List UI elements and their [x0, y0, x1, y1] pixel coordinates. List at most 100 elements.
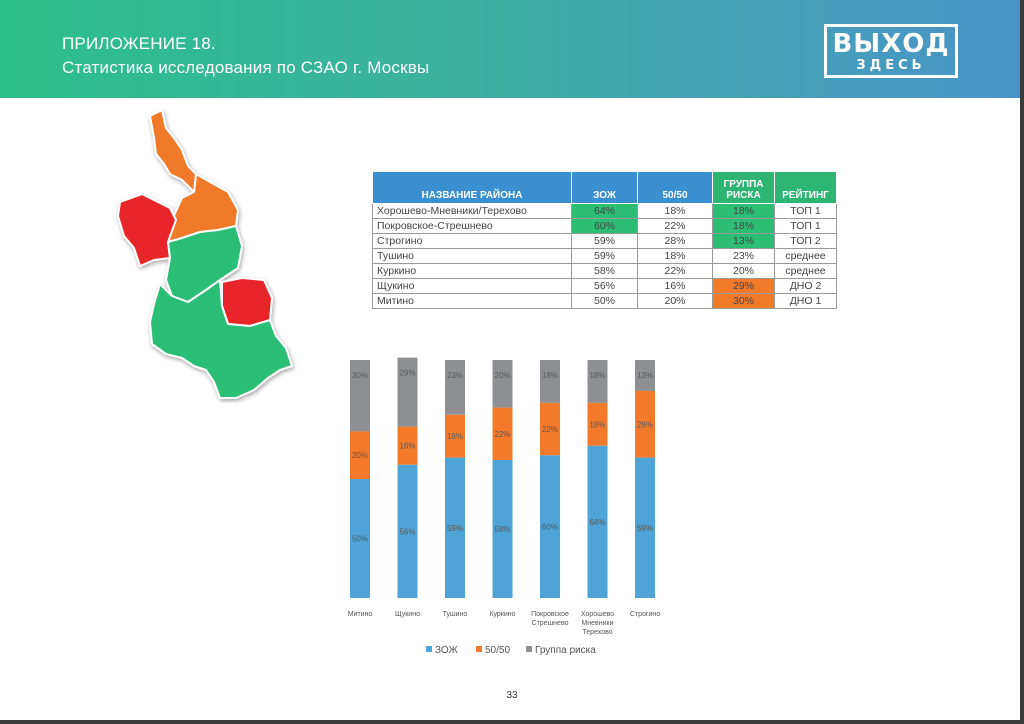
- bar-segment-50-50-хорошево-мневники-терехово: [587, 402, 608, 446]
- table-row: Тушино 59% 18% 23% среднее: [372, 248, 837, 264]
- bar-segment-группа-риска-строгино: [635, 360, 655, 391]
- cell-fifty: 18%: [637, 203, 713, 219]
- category-label-хорошево-мневники-терехово: Хорошево Мневники Терехово: [581, 611, 614, 636]
- bar-label-зож-хорошево-мневники-терехово: 64%: [589, 518, 605, 527]
- bar-segment-зож-митино: [350, 479, 370, 598]
- cell-fifty: 28%: [637, 233, 713, 249]
- table-row: Строгино 59% 28% 13% ТОП 2: [372, 233, 837, 249]
- category-label-тушино: Тушино: [443, 611, 468, 618]
- map-region-mitino: [117, 193, 177, 267]
- map-region-north: [149, 109, 203, 193]
- table-row: Хорошево-Мневники/Терехово 64% 18% 18% Т…: [372, 203, 837, 219]
- page-title: ПРИЛОЖЕНИЕ 18. Статистика исследования п…: [62, 32, 429, 80]
- bar-segment-группа-риска-митино: [350, 360, 370, 432]
- header-risk-group: ГРУППА РИСКА: [712, 171, 775, 204]
- bar-label-группа-риска-митино: 30%: [352, 371, 368, 380]
- bar-label-зож-покровское-стрешнево: 60%: [542, 523, 558, 532]
- title-line-2: Статистика исследования по СЗАО г. Москв…: [62, 58, 430, 77]
- bar-label-50-50-куркино: 22%: [494, 430, 510, 439]
- cell-district: Куркино: [372, 263, 572, 279]
- bar-segment-зож-щукино: [397, 464, 418, 598]
- cell-fifty: 22%: [637, 263, 713, 279]
- table-row: Щукино 56% 16% 29% ДНО 2: [372, 278, 837, 294]
- cell-district: Митино: [372, 293, 572, 309]
- bar-segment-50-50-митино: [350, 431, 370, 479]
- table-row: Митино 50% 20% 30% ДНО 1: [372, 293, 837, 309]
- cell-zozh: 60%: [571, 218, 638, 234]
- header-fifty-fifty: 50/50: [637, 171, 713, 204]
- logo: ВЫХОД ЗДЕСЬ: [824, 24, 958, 78]
- bar-label-группа-риска-покровское-стрешнево: 18%: [542, 371, 558, 380]
- cell-rating: среднее: [774, 248, 837, 264]
- bar-label-50-50-хорошево-мневники-терехово: 18%: [589, 420, 605, 429]
- cell-district: Хорошево-Мневники/Терехово: [372, 203, 572, 219]
- bar-label-50-50-щукино: 16%: [399, 442, 415, 451]
- bar-label-50-50-строгино: 28%: [637, 420, 653, 429]
- bar-segment-50-50-щукино: [397, 426, 418, 465]
- bar-segment-50-50-строгино: [635, 390, 655, 458]
- stacked-bar-chart: 50% 20% 30% Митино 56% 16% 29% Щукино 59% 18% 23% Т…: [348, 357, 660, 656]
- table-row: Куркино 58% 22% 20% среднее: [372, 263, 837, 279]
- bar-label-группа-риска-строгино: 13%: [637, 371, 653, 380]
- cell-district: Строгино: [372, 233, 572, 249]
- legend-swatch-50-50: [476, 646, 482, 652]
- cell-zozh: 56%: [571, 278, 638, 294]
- cell-zozh: 59%: [571, 233, 638, 249]
- bar-label-группа-риска-щукино: 29%: [399, 369, 415, 378]
- cell-district: Покровское-Стрешнево: [372, 218, 572, 234]
- bar-label-зож-тушино: 59%: [447, 524, 463, 533]
- bar-segment-зож-хорошево-мневники-терехово: [587, 445, 608, 598]
- table-row: Покровское-Стрешнево 60% 22% 18% ТОП 1: [372, 218, 837, 234]
- bar-segment-зож-покровское-стрешнево: [540, 455, 560, 598]
- cell-rating: ДНО 1: [774, 293, 837, 309]
- map-region-shchukino: [221, 277, 273, 327]
- bar-segment-группа-риска-хорошево-мневники-терехово: [587, 360, 608, 403]
- cell-risk: 30%: [712, 293, 775, 309]
- cell-fifty: 22%: [637, 218, 713, 234]
- district-rating-table: НАЗВАНИЕ РАЙОНА ЗОЖ 50/50 ГРУППА РИСКА Р…: [372, 171, 837, 309]
- cell-risk: 18%: [712, 218, 775, 234]
- bar-label-50-50-митино: 20%: [352, 451, 368, 460]
- cell-zozh: 59%: [571, 248, 638, 264]
- cell-fifty: 16%: [637, 278, 713, 294]
- cell-risk: 23%: [712, 248, 775, 264]
- bar-segment-50-50-тушино: [445, 414, 465, 458]
- bar-segment-группа-риска-покровское-стрешнево: [540, 360, 560, 403]
- legend-swatch-зож: [426, 646, 432, 652]
- bar-label-зож-куркино: 58%: [494, 525, 510, 534]
- legend-label-50-50: 50/50: [485, 645, 510, 656]
- legend-label-зож: ЗОЖ: [435, 645, 458, 656]
- header-zozh: ЗОЖ: [571, 171, 638, 204]
- bar-label-зож-митино: 50%: [352, 535, 368, 544]
- cell-risk: 20%: [712, 263, 775, 279]
- bar-segment-группа-риска-щукино: [397, 357, 418, 427]
- bar-segment-50-50-куркино: [492, 407, 513, 460]
- category-label-куркино: Куркино: [489, 611, 515, 618]
- cell-zozh: 50%: [571, 293, 638, 309]
- category-label-митино: Митино: [348, 611, 373, 618]
- logo-main-text: ВЫХОД: [832, 29, 950, 59]
- bar-segment-зож-куркино: [492, 459, 513, 598]
- cell-rating: ДНО 2: [774, 278, 837, 294]
- bar-label-50-50-покровское-стрешнево: 22%: [542, 425, 558, 434]
- header-rating: РЕЙТИНГ: [774, 171, 837, 204]
- cell-fifty: 20%: [637, 293, 713, 309]
- bar-segment-группа-риска-куркино: [492, 360, 513, 408]
- cell-rating: ТОП 2: [774, 233, 837, 249]
- bar-label-группа-риска-тушино: 23%: [447, 371, 463, 380]
- district-map: [117, 109, 293, 399]
- bar-segment-зож-строгино: [635, 457, 655, 598]
- table-header-row: НАЗВАНИЕ РАЙОНА ЗОЖ 50/50 ГРУППА РИСКА Р…: [372, 171, 837, 204]
- legend-label-группа-риска: Группа риска: [535, 645, 596, 656]
- bar-label-зож-щукино: 56%: [399, 527, 415, 536]
- bar-segment-50-50-покровское-стрешнево: [540, 402, 560, 456]
- bar-segment-группа-риска-тушино: [445, 360, 465, 415]
- header-risk-line-2: РИСКА: [726, 190, 761, 201]
- cell-rating: ТОП 1: [774, 218, 837, 234]
- cell-risk: 29%: [712, 278, 775, 294]
- map-region-south: [149, 279, 293, 399]
- cell-fifty: 18%: [637, 248, 713, 264]
- logo-sub-text: ЗДЕСЬ: [856, 58, 926, 73]
- bar-label-группа-риска-куркино: 20%: [494, 371, 510, 380]
